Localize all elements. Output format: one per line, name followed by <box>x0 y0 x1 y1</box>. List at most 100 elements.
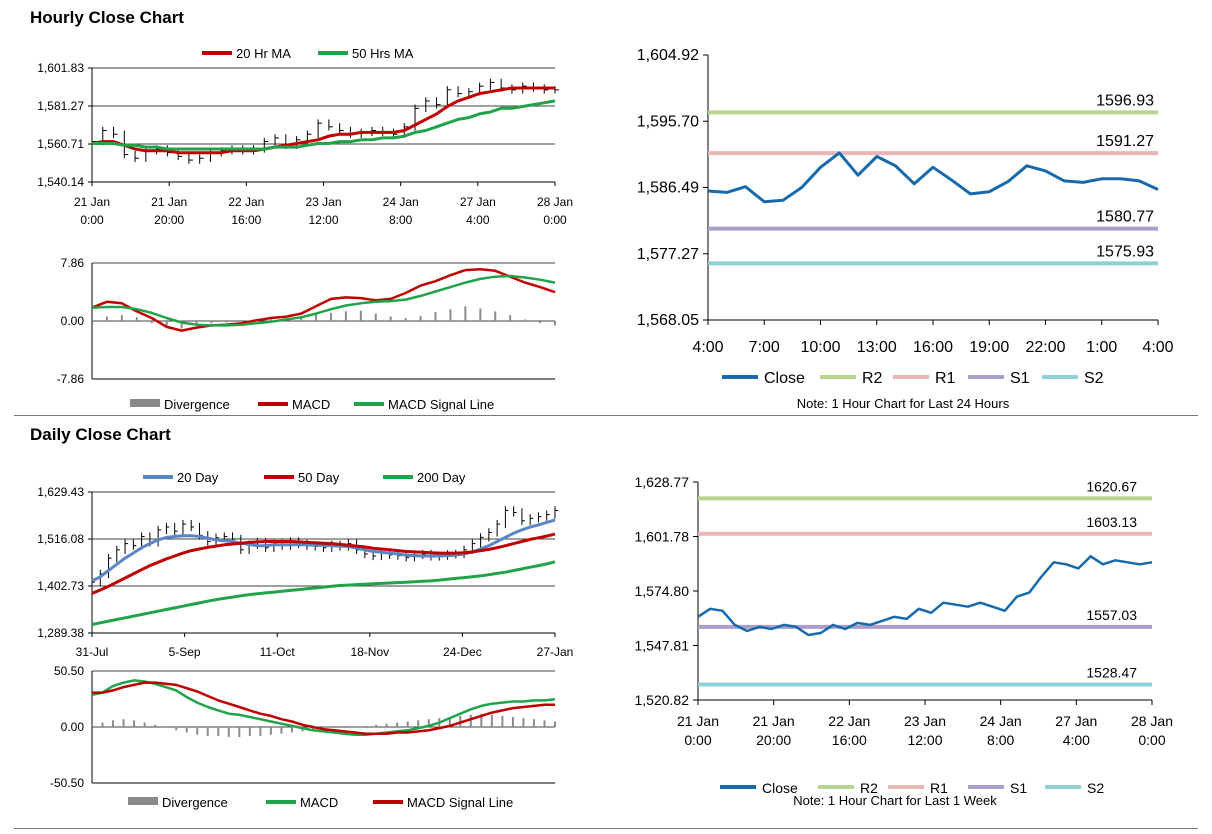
daily-price-x-tick-label: 18-Nov <box>350 645 389 659</box>
daily-price-y-tick-label: 1,402.73 <box>37 579 84 593</box>
daily-price-x-tick-label: 31-Jul <box>76 645 109 659</box>
weekly-x-tick-label: 27 Jan <box>1055 713 1097 729</box>
weekly-y-tick-label: 1,628.77 <box>635 474 690 490</box>
legend-50-hrs-ma-label: 50 Hrs MA <box>352 46 414 61</box>
hourly-close-chart-title: Hourly Close Chart <box>30 8 184 27</box>
daily-price-x-tick-label: 27-Jan <box>537 645 574 659</box>
weekly-x-tick-label: 22 Jan <box>828 713 870 729</box>
hourly-24h-close-line <box>707 151 1159 204</box>
hourly-macd-line <box>91 268 556 332</box>
weekly-y-tick-label: 1,601.78 <box>635 529 690 545</box>
weekly-x-tick-label: 24 Jan <box>980 713 1022 729</box>
daily-macd-y-tick-label: 0.00 <box>61 720 85 734</box>
weekly-x-tick-label: 4:00 <box>1063 732 1090 748</box>
bottom-divider <box>14 828 1198 829</box>
weekly-y-tick-label: 1,574.80 <box>635 583 690 599</box>
hourly-price-x-tick-label: 21 Jan <box>74 195 110 209</box>
hourly-price-y-tick-label: 1,581.27 <box>37 99 84 113</box>
hourly-24h-legend-r2-label: R2 <box>862 370 883 387</box>
legend-daily-macd-label: MACD <box>300 795 338 810</box>
hourly-24h-y-tick-label: 1,604.92 <box>637 47 699 64</box>
hourly-price-x-tick-label: 24 Jan <box>383 195 419 209</box>
weekly-legend-close-label: Close <box>762 780 798 796</box>
weekly-x-tick-label: 21 Jan <box>753 713 795 729</box>
legend-hourly-macd-label: MACD <box>292 397 330 412</box>
hourly-price-x-tick-label: 12:00 <box>308 213 338 227</box>
weekly-legend-s1-label: S1 <box>1010 780 1027 796</box>
weekly-x-tick-label: 20:00 <box>756 732 791 748</box>
legend-daily-divergence-swatch <box>128 797 158 805</box>
hourly-price-x-tick-label: 0:00 <box>543 213 567 227</box>
hourly-24h-legend-close-label: Close <box>764 370 805 387</box>
weekly-x-tick-label: 0:00 <box>684 732 711 748</box>
daily-price-x-tick-label: 24-Dec <box>443 645 482 659</box>
hourly-24h-x-tick-label: 10:00 <box>800 339 840 356</box>
weekly-x-tick-label: 0:00 <box>1138 732 1165 748</box>
legend-200-day-label: 200 Day <box>417 470 466 485</box>
hourly-24h-y-tick-label: 1,568.05 <box>637 312 699 329</box>
hourly-24h-legend-s2-label: S2 <box>1084 370 1104 387</box>
hourly-24h-x-tick-label: 22:00 <box>1025 339 1065 356</box>
legend-daily-macd-signal-line-label: MACD Signal Line <box>407 795 513 810</box>
weekly-note: Note: 1 Hour Chart for Last 1 Week <box>793 793 997 808</box>
weekly-level-s2-label: 1528.47 <box>1086 665 1137 681</box>
hourly-price-x-tick-label: 20:00 <box>154 213 184 227</box>
hourly-price-x-tick-label: 21 Jan <box>151 195 187 209</box>
weekly-close-line <box>697 555 1153 637</box>
weekly-x-tick-label: 16:00 <box>832 732 867 748</box>
hourly-price-x-tick-label: 16:00 <box>231 213 261 227</box>
hourly-price-y-tick-label: 1,540.14 <box>37 175 84 189</box>
hourly-24h-level-s2-label: 1575.93 <box>1096 243 1154 260</box>
hourly-price-x-tick-label: 0:00 <box>80 213 104 227</box>
hourly-24h-level-s1-label: 1580.77 <box>1096 209 1154 226</box>
weekly-x-tick-label: 28 Jan <box>1131 713 1173 729</box>
legend-20-day-label: 20 Day <box>177 470 219 485</box>
hourly-50hrs-ma-line <box>92 99 556 151</box>
weekly-x-tick-label: 8:00 <box>987 732 1014 748</box>
daily-price-y-tick-label: 1,516.08 <box>37 532 84 546</box>
daily-price-y-tick-label: 1,289.38 <box>37 626 84 640</box>
hourly-24h-x-tick-label: 16:00 <box>913 339 953 356</box>
section-divider <box>14 415 1198 416</box>
legend-20-hr-ma-label: 20 Hr MA <box>236 46 291 61</box>
hourly-24h-y-tick-label: 1,577.27 <box>637 246 699 263</box>
hourly-price-x-tick-label: 28 Jan <box>537 195 573 209</box>
weekly-y-tick-label: 1,547.81 <box>635 638 690 654</box>
daily-macd-y-tick-label: 50.50 <box>54 664 84 678</box>
hourly-24h-x-tick-label: 1:00 <box>1086 339 1117 356</box>
hourly-price-x-tick-label: 22 Jan <box>228 195 264 209</box>
hourly-24h-x-tick-label: 4:00 <box>1142 339 1173 356</box>
weekly-level-s1-label: 1557.03 <box>1086 607 1137 623</box>
hourly-24h-x-tick-label: 13:00 <box>857 339 897 356</box>
hourly-24h-legend-r1-label: R1 <box>935 370 956 387</box>
daily-macd-line <box>91 679 556 737</box>
hourly-24h-note: Note: 1 Hour Chart for Last 24 Hours <box>797 396 1010 411</box>
hourly-macd-y-tick-label: 7.86 <box>61 256 85 270</box>
hourly-price-y-tick-label: 1,560.71 <box>37 137 84 151</box>
weekly-x-tick-label: 12:00 <box>907 732 942 748</box>
daily-price-y-tick-label: 1,629.43 <box>37 485 84 499</box>
daily-close-chart-title: Daily Close Chart <box>30 425 171 444</box>
hourly-macd-y-tick-label: -7.86 <box>57 372 85 386</box>
hourly-24h-x-tick-label: 19:00 <box>969 339 1009 356</box>
weekly-x-tick-label: 21 Jan <box>677 713 719 729</box>
hourly-price-x-tick-label: 23 Jan <box>305 195 341 209</box>
hourly-24h-y-tick-label: 1,586.49 <box>637 180 699 197</box>
hourly-24h-y-tick-label: 1,595.70 <box>637 113 699 130</box>
weekly-x-tick-label: 23 Jan <box>904 713 946 729</box>
hourly-24h-x-tick-label: 7:00 <box>749 339 780 356</box>
weekly-level-r2-label: 1620.67 <box>1086 478 1137 494</box>
hourly-24h-level-r2-label: 1596.93 <box>1096 92 1154 109</box>
daily-price-x-tick-label: 11-Oct <box>260 645 296 659</box>
hourly-macd-signal-line <box>91 274 556 327</box>
weekly-y-tick-label: 1,520.82 <box>635 692 690 708</box>
hourly-price-x-tick-label: 27 Jan <box>460 195 496 209</box>
hourly-24h-level-r1-label: 1591.27 <box>1096 133 1154 150</box>
hourly-price-x-tick-label: 4:00 <box>466 213 490 227</box>
hourly-price-x-tick-label: 8:00 <box>389 213 413 227</box>
weekly-level-r1-label: 1603.13 <box>1086 514 1137 530</box>
legend-hourly-divergence-swatch <box>130 399 160 407</box>
hourly-price-y-tick-label: 1,601.83 <box>37 61 84 75</box>
daily-macd-y-tick-label: -50.50 <box>50 776 84 790</box>
